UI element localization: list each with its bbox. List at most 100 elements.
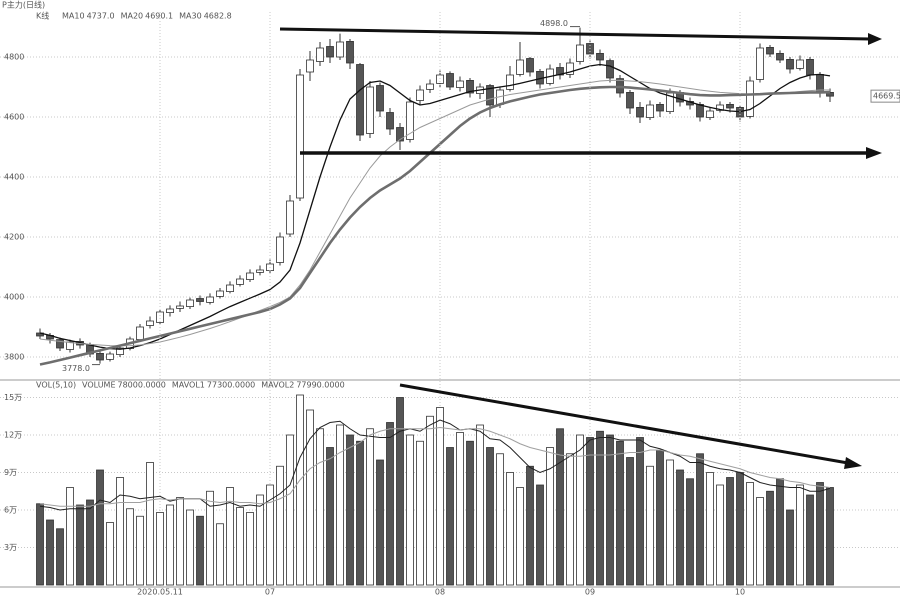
volume-bar	[86, 499, 94, 586]
candle-body	[726, 104, 734, 109]
candle-body	[96, 352, 104, 361]
candle-body	[696, 104, 704, 118]
candle-body	[156, 311, 164, 323]
volume-bar	[516, 487, 524, 586]
volume-bar	[556, 428, 564, 586]
volume-bar	[256, 494, 264, 586]
candle-body	[606, 60, 614, 79]
candle-body	[806, 59, 814, 76]
candle-body	[756, 47, 764, 80]
candle-body	[596, 53, 604, 61]
volume-bar	[756, 497, 764, 586]
volume-bar	[586, 437, 594, 586]
candle-body	[206, 296, 214, 303]
volume-bar	[116, 477, 124, 586]
candle-body	[116, 347, 124, 355]
y-tick-label: 15万	[4, 393, 22, 402]
volume-bar	[736, 472, 744, 586]
candle-body	[576, 44, 584, 62]
arrow-head	[866, 147, 882, 159]
candle-body	[506, 74, 514, 90]
volume-bar	[426, 415, 434, 586]
volume-bar	[356, 440, 364, 586]
volume-bar	[216, 523, 224, 586]
candle-body	[306, 59, 314, 73]
y-tick-label: 9万	[4, 468, 17, 477]
y-tick-label: 4200	[4, 233, 24, 242]
volume-bar	[226, 487, 234, 586]
candle-body	[146, 320, 154, 326]
annotation: 4898.0	[540, 19, 568, 28]
volume-bar	[786, 509, 794, 586]
volume-bar	[816, 482, 824, 586]
candle-body	[276, 236, 284, 263]
candle-body	[786, 59, 794, 70]
volume-bar	[46, 519, 54, 586]
candle-body	[166, 308, 174, 313]
candle-body	[436, 74, 444, 84]
y-tick-label: 4600	[4, 113, 24, 122]
volume-bar	[306, 409, 314, 586]
candle-body	[176, 305, 184, 309]
volume-bar	[196, 515, 204, 586]
volume-bar	[666, 459, 674, 586]
candle-body	[746, 80, 754, 117]
candle-body	[196, 298, 204, 302]
volume-bar	[486, 447, 494, 586]
candle-body	[646, 104, 654, 118]
volume-bar	[186, 509, 194, 586]
candle-body	[796, 59, 804, 69]
candle-body	[386, 112, 394, 130]
candle-body	[566, 62, 574, 75]
candle-body	[226, 284, 234, 292]
volume-bar	[686, 478, 694, 586]
volume-bar	[656, 449, 664, 586]
chart-title: P主力(日线)	[2, 0, 45, 10]
volume-bar	[746, 482, 754, 586]
candle-body	[256, 269, 264, 273]
volume-bar	[716, 484, 724, 586]
ma-line	[39, 85, 831, 366]
candle-body	[636, 107, 644, 118]
volume-bar	[236, 507, 244, 586]
candle-body	[716, 104, 724, 111]
legend-label: MAVOL1	[172, 381, 205, 390]
volume-bar	[476, 424, 484, 586]
candle-body	[136, 326, 144, 341]
volume-bar	[246, 512, 254, 586]
volume-bar	[796, 484, 804, 586]
legend-value: 78000.0000	[118, 381, 166, 390]
candle-body	[186, 299, 194, 307]
candle-body	[466, 80, 474, 94]
volume-bar	[286, 434, 294, 586]
x-tick-label: 07	[265, 588, 275, 596]
legend-label: MA20	[121, 12, 144, 21]
y-tick-label: 4400	[4, 173, 24, 182]
volume-bar	[136, 515, 144, 586]
legend-label: MAVOL2	[261, 381, 294, 390]
volume-bar	[616, 440, 624, 586]
volume-bar	[266, 484, 274, 586]
volume-bar	[406, 434, 414, 586]
volume-bar	[206, 490, 214, 586]
volume-bar	[146, 462, 154, 586]
trend-line	[279, 27, 871, 41]
x-tick-label: 08	[435, 588, 445, 596]
volume-bar	[396, 397, 404, 586]
candle-body	[706, 110, 714, 118]
candle-body	[376, 85, 384, 112]
volume-bar	[346, 434, 354, 586]
last-price-label: 4669.5	[873, 92, 900, 101]
candle-body	[776, 53, 784, 61]
x-tick-label: 10	[735, 588, 745, 596]
volume-bar	[446, 447, 454, 586]
volume-bar	[646, 465, 654, 586]
candle-body	[446, 73, 454, 88]
arrow-head	[868, 33, 882, 45]
volume-bar	[66, 487, 74, 586]
legend-value: 4737.0	[87, 12, 115, 21]
mavol-line	[39, 426, 831, 507]
candle-body	[656, 104, 664, 112]
candle-body	[56, 339, 64, 349]
